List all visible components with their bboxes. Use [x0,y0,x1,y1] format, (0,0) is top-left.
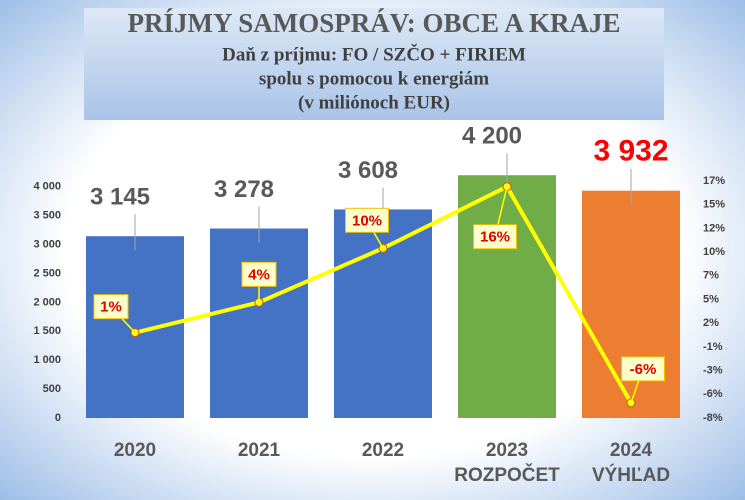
bar [86,236,184,418]
x-tick-label: 2024 [610,440,653,461]
title-box [84,8,664,120]
value-label: 3 145 [90,184,150,211]
chart-title: PRÍJMY SAMOSPRÁV: OBCE A KRAJE [127,8,620,38]
y2-tick-label: -1% [703,341,723,353]
y2-tick-label: 15% [703,199,725,211]
y-tick-label: 2 500 [33,267,61,279]
x-tick-label: 2021 [238,440,281,461]
y-tick-label: 500 [43,383,61,395]
y-tick-label: 4 000 [33,181,61,193]
y2-tick-label: -3% [703,365,723,377]
bar [210,228,308,418]
x-tick-note: VÝHĽAD [592,464,670,486]
data-label: 16% [480,229,510,246]
label-box [345,207,389,233]
label-box [473,224,517,250]
y2-tick-label: -6% [703,388,723,400]
y2-tick-label: 2% [703,317,719,329]
data-label: 4% [248,266,270,283]
data-label: -6% [630,361,657,378]
y2-tick-label: 17% [703,175,725,187]
x-tick-label: 2023 [486,440,528,461]
label-box [93,294,129,320]
y2-tick-label: 10% [703,246,725,258]
data-label: 10% [352,212,382,229]
subtitle: spolu s pomocou k energiám [259,68,489,89]
y-tick-label: 3 000 [33,238,61,250]
x-tick-label: 2022 [362,440,404,461]
value-label: 4 200 [462,123,522,150]
y-tick-label: 1 500 [33,325,61,337]
y2-tick-label: 7% [703,270,719,282]
bar [458,175,556,418]
value-label: 3 932 [593,135,668,168]
x-tick-note: ROZPOČET [454,464,560,486]
y2-tick-label: -8% [703,412,723,424]
y2-tick-label: 5% [703,293,719,305]
bar [582,190,680,418]
x-tick-label: 2020 [114,440,156,461]
subtitle: (v miliónoch EUR) [298,92,450,113]
y-tick-label: 1 000 [33,354,61,366]
label-box [621,356,665,382]
y-tick-label: 0 [55,412,61,424]
label-box [241,261,277,287]
value-label: 3 608 [338,157,398,184]
y-tick-label: 2 000 [33,296,61,308]
bar [334,209,432,418]
value-label: 3 278 [214,176,274,203]
y2-tick-label: 12% [703,222,725,234]
subtitle: Daň z príjmu: FO / SZČO + FIRIEM [222,43,526,65]
y-tick-label: 3 500 [33,210,61,222]
data-label: 1% [100,299,122,316]
